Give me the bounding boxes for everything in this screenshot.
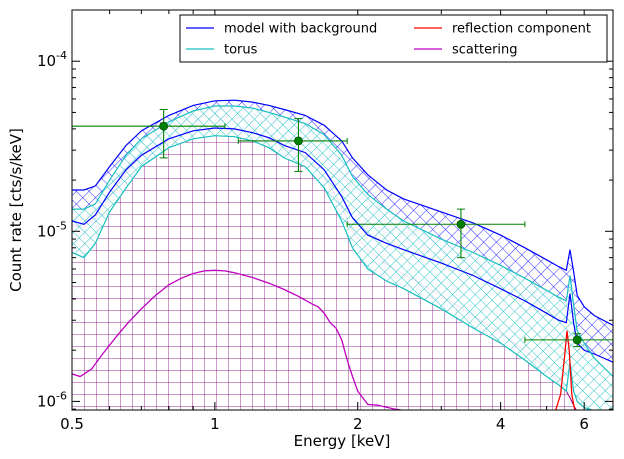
legend-entry-4: scattering <box>414 43 518 58</box>
y-tick-label: 10-4 <box>37 49 67 70</box>
y-tick-label: 10-6 <box>37 389 67 410</box>
model-lower-line <box>72 127 613 363</box>
x-tick-label: 1 <box>210 415 220 433</box>
legend-entry-1: model with background <box>186 22 377 37</box>
x-tick-label: 4 <box>496 415 506 433</box>
torus-upper-line <box>72 105 613 377</box>
x-axis-label: Energy [keV] <box>294 432 391 450</box>
plot-area <box>72 99 613 410</box>
model-band <box>72 100 613 363</box>
legend-label: torus <box>224 43 258 58</box>
legend-label: reflection component <box>452 22 591 37</box>
torus-lower-line <box>72 135 594 410</box>
legend-entry-2: reflection component <box>414 22 591 37</box>
x-tick-label: 6 <box>579 415 589 433</box>
x-tick-label: 2 <box>353 415 363 433</box>
reflection-line <box>555 330 576 410</box>
data-point-4 <box>524 333 613 348</box>
data-point-2 <box>237 118 348 172</box>
legend-label: model with background <box>224 22 377 37</box>
axes-frame <box>71 9 614 411</box>
data-marker <box>456 219 466 229</box>
data-marker <box>294 136 303 146</box>
y-axis-label: Count rate [cts/s/keV] <box>7 128 25 292</box>
data-marker <box>159 121 169 131</box>
y-axis: 10-6 10-5 10-4 <box>37 9 613 410</box>
torus-band <box>72 106 613 410</box>
data-marker <box>572 335 582 345</box>
data-point-3 <box>346 208 526 259</box>
data-point-1 <box>72 109 226 159</box>
legend-label: scattering <box>452 43 518 58</box>
legend-entry-3: torus <box>186 43 258 58</box>
legend: model with background reflection componen… <box>179 14 608 63</box>
scattering-line <box>72 269 405 410</box>
y-tick-label: 10-5 <box>37 219 67 240</box>
x-tick-label: 0.5 <box>60 415 84 433</box>
x-axis: 0.5 1 2 4 6 <box>60 10 589 433</box>
legend-box <box>179 14 608 63</box>
